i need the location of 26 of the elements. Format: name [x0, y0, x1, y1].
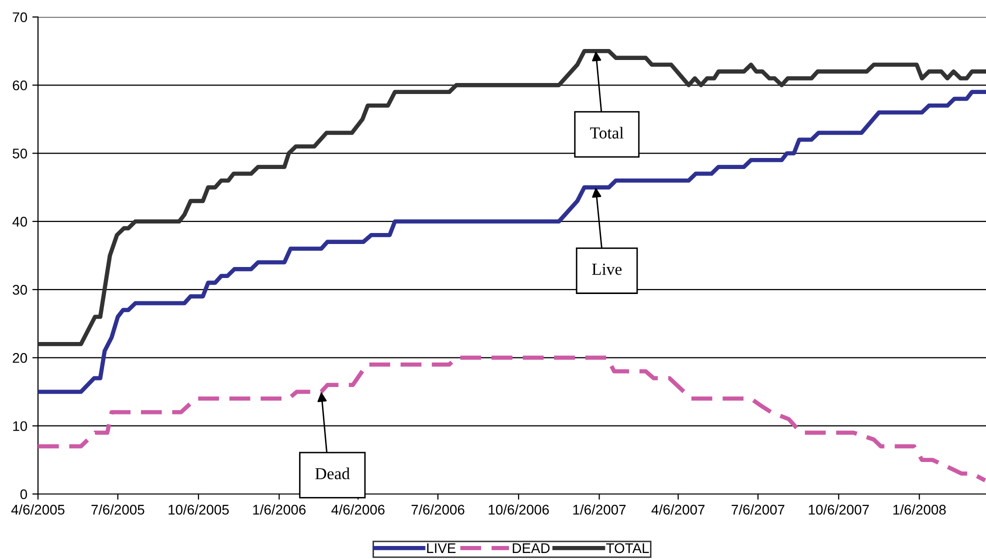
x-tick-label: 10/6/2007	[808, 504, 869, 515]
x-tick-label: 4/6/2007	[651, 504, 705, 515]
x-tick-label: 1/6/2007	[573, 504, 626, 515]
legend-label: TOTAL	[606, 543, 649, 554]
y-tick-label: 20	[12, 353, 28, 363]
annotation: Total	[590, 126, 624, 139]
y-tick-label: 30	[12, 284, 28, 295]
x-tick-label: 10/6/2005	[168, 504, 229, 515]
x-tick-label: 4/6/2006	[331, 504, 385, 515]
legend-label: LIVE	[427, 543, 456, 553]
y-tick-label: 40	[12, 216, 28, 227]
y-tick-label: 0	[20, 489, 28, 500]
y-tick-label: 10	[13, 421, 28, 432]
annotation: Dead	[315, 468, 350, 480]
x-tick-label: 7/6/2006	[412, 504, 464, 515]
y-tick-label: 50	[12, 148, 28, 158]
x-tick-label: 4/6/2005	[11, 504, 64, 515]
y-tick-label: 60	[12, 80, 28, 90]
y-tick-label: 70	[12, 12, 28, 22]
x-tick-label: 1/6/2006	[253, 504, 306, 515]
annotation: Live	[592, 264, 622, 275]
x-tick-label: 10/6/2006	[488, 504, 549, 515]
x-tick-label: 1/6/2008	[893, 504, 946, 515]
x-tick-label: 7/6/2005	[91, 504, 144, 515]
legend-label: DEAD	[512, 543, 550, 553]
x-tick-label: 7/6/2007	[732, 504, 784, 515]
